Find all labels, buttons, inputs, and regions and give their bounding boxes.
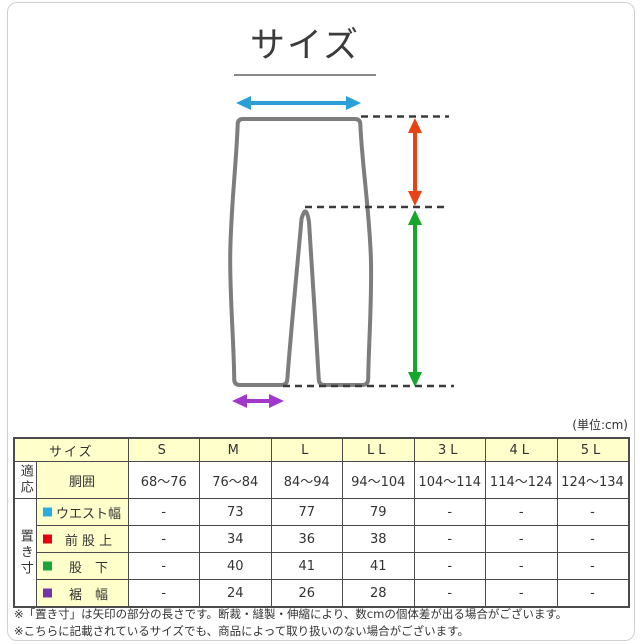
- flat-row-inseam: 股 下 - 40 41 41 - - -: [14, 552, 629, 580]
- hem-width-arrowhead-right: [269, 394, 284, 408]
- inseam-arrowhead-bottom: [408, 372, 422, 387]
- fit-row-label: 胴囲: [35, 461, 129, 499]
- fit-value-cell: 124〜134: [556, 461, 629, 499]
- flat-value-cell: 41: [342, 552, 415, 580]
- fit-value-cell: 94〜104: [342, 461, 415, 499]
- flat-value-cell: 38: [342, 525, 415, 553]
- inseam-arrowhead-top: [408, 210, 422, 225]
- fit-value-cell: 68〜76: [127, 461, 200, 499]
- flat-value-cell: -: [127, 579, 200, 608]
- col-header-s: S: [127, 437, 200, 462]
- unit-label: (単位:cm): [572, 418, 628, 432]
- flat-value-cell: 34: [199, 525, 272, 553]
- waist-width-legend-square: [42, 507, 52, 517]
- flat-value-cell: -: [485, 525, 558, 553]
- col-header-l: L: [270, 437, 343, 462]
- flat-value-cell: -: [127, 498, 200, 526]
- title-underline: [234, 73, 376, 76]
- flat-value-cell: -: [556, 498, 629, 526]
- footnote-flat-measure: ※「置き寸」は矢印の部分の長さです。断裁・縫製・伸縮により、数cmの個体差が出る…: [14, 607, 568, 621]
- row-label-hem-width: 裾 幅: [35, 579, 129, 608]
- inseam-legend-square: [42, 561, 52, 571]
- flat-value-cell: 73: [199, 498, 272, 526]
- inseam-arrow: [408, 210, 422, 387]
- flat-value-cell: 36: [270, 525, 343, 553]
- front-rise-arrow: [408, 118, 422, 206]
- flat-value-cell: -: [556, 579, 629, 608]
- col-header-ll: LL: [342, 437, 415, 462]
- waist-width-arrowhead-right: [346, 96, 361, 110]
- footnote-availability: ※こちらに記載されているサイズでも、商品によって取り扱いのない場合がございます。: [14, 624, 470, 639]
- flat-row-hem-width: 裾 幅 - 24 26 28 - - -: [14, 579, 629, 608]
- flat-value-cell: -: [413, 579, 486, 608]
- flat-value-cell: -: [413, 552, 486, 580]
- hem-width-arrowhead-left: [232, 394, 247, 408]
- fit-group-label: 適応: [17, 464, 33, 496]
- fit-value-cell: 114〜124: [485, 461, 558, 499]
- front-rise-arrowhead-top: [408, 118, 422, 133]
- col-header-m: M: [199, 437, 272, 462]
- page-title-text: サイズ: [250, 26, 360, 66]
- fit-group-header: 適応: [13, 461, 37, 499]
- fit-value-cell: 84〜94: [270, 461, 343, 499]
- flat-group-label: 置き寸: [17, 528, 33, 577]
- flat-value-cell: -: [485, 579, 558, 608]
- size-diagram: [228, 96, 454, 408]
- fit-value-cell: 104〜114: [413, 461, 486, 499]
- front-rise-arrowhead-bottom: [408, 191, 422, 206]
- flat-value-cell: 79: [342, 498, 415, 526]
- hem-width-arrow: [232, 394, 284, 408]
- fit-row: 適応 胴囲 68〜76 76〜84 84〜94 94〜104 104〜114 1…: [13, 461, 629, 499]
- size-table: サイズ S M L LL 3L 4L 5L 適応 胴囲 68〜76 76〜84 …: [13, 437, 630, 608]
- page-title: サイズ: [0, 24, 610, 76]
- row-label-front-rise: 前 股 上: [35, 525, 129, 553]
- flat-value-cell: 41: [270, 552, 343, 580]
- size-corner-header: サイズ: [13, 437, 129, 462]
- col-header-4l: 4L: [485, 437, 558, 462]
- col-header-3l: 3L: [413, 437, 486, 462]
- flat-value-cell: -: [413, 525, 486, 553]
- flat-value-cell: -: [556, 552, 629, 580]
- flat-value-cell: 26: [270, 579, 343, 608]
- flat-value-cell: -: [413, 498, 486, 526]
- flat-value-cell: 28: [342, 579, 415, 608]
- flat-value-cell: -: [485, 498, 558, 526]
- flat-value-cell: -: [127, 525, 200, 553]
- flat-row-front-rise: 前 股 上 - 34 36 38 - - -: [14, 525, 629, 553]
- flat-value-cell: -: [556, 525, 629, 553]
- fit-value-cell: 76〜84: [199, 461, 272, 499]
- waist-width-arrow: [236, 96, 361, 110]
- flat-value-cell: 40: [199, 552, 272, 580]
- flat-value-cell: -: [127, 552, 200, 580]
- front-rise-legend-square: [42, 534, 52, 544]
- table-header-row: サイズ S M L LL 3L 4L 5L: [13, 437, 629, 462]
- pants-outline: [228, 117, 374, 387]
- flat-row-waist-width: 置き寸 ウエスト幅 - 73 77 79 - - -: [13, 498, 629, 608]
- flat-value-cell: 24: [199, 579, 272, 608]
- row-label-waist-width: ウエスト幅: [35, 498, 129, 526]
- flat-value-cell: -: [485, 552, 558, 580]
- waist-width-arrowhead-left: [236, 96, 251, 110]
- footnotes: ※「置き寸」は矢印の部分の長さです。断裁・縫製・伸縮により、数cmの個体差が出る…: [14, 606, 629, 641]
- row-label-inseam: 股 下: [35, 552, 129, 580]
- flat-value-cell: 77: [270, 498, 343, 526]
- col-header-5l: 5L: [556, 437, 629, 462]
- flat-group-header: 置き寸: [13, 498, 37, 608]
- hem-width-legend-square: [42, 588, 52, 598]
